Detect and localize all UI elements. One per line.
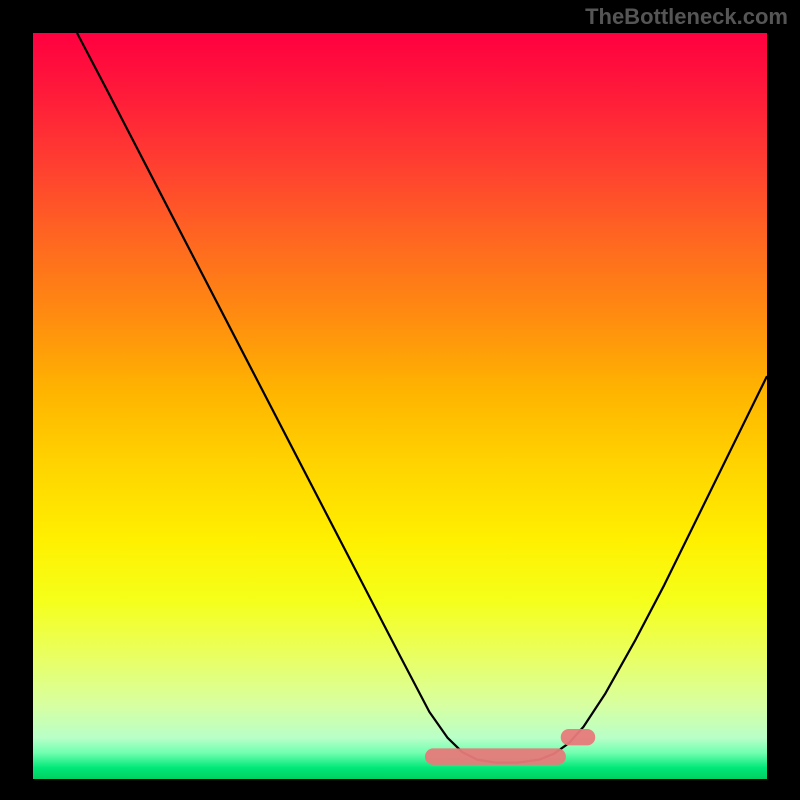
chart-frame: TheBottleneck.com: [0, 0, 800, 800]
plot-area: [33, 33, 767, 779]
gradient-background: [33, 33, 767, 779]
watermark-text: TheBottleneck.com: [585, 4, 788, 30]
optimal-range-marker-1: [561, 729, 595, 745]
plot-svg: [33, 33, 767, 779]
optimal-range-marker-0: [425, 748, 566, 764]
